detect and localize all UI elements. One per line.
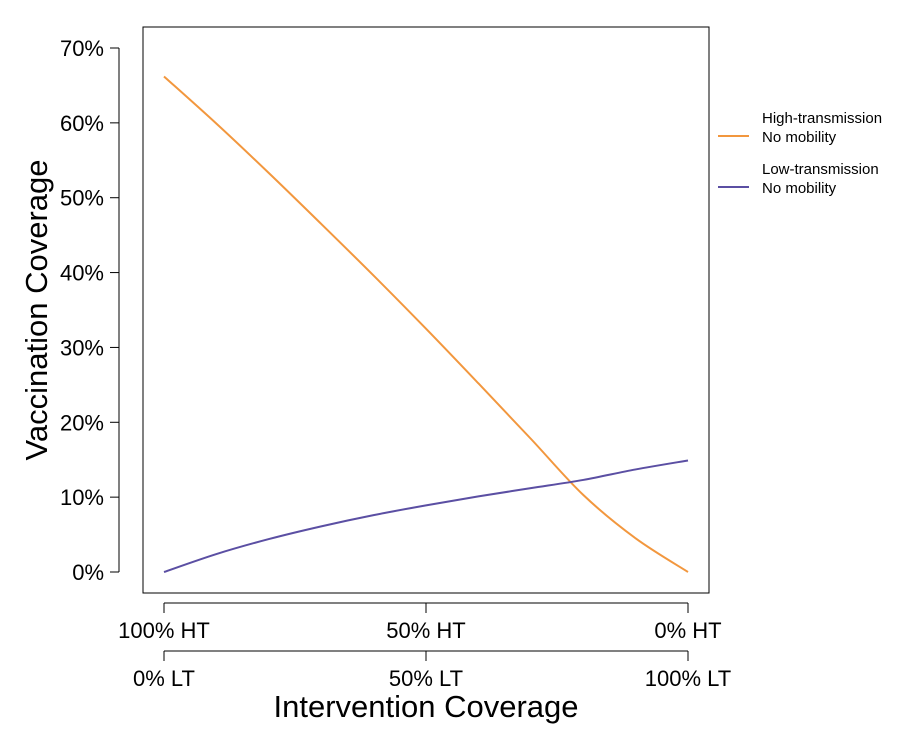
- x-axis-top-tick-label: 50% HT: [386, 618, 465, 643]
- legend-label-2-line2: No mobility: [762, 180, 837, 197]
- y-axis-title: Vaccination Coverage: [19, 160, 54, 461]
- x-axis-top: 100% HT 50% HT 0% HT: [118, 602, 722, 643]
- series-line-2: [163, 459, 689, 573]
- x-axis-title: Intervention Coverage: [273, 689, 578, 724]
- x-axis-bottom-tick-label: 0% LT: [133, 666, 195, 691]
- y-tick-label: 20%: [60, 410, 104, 435]
- x-axis-bottom: 0% LT 50% LT 100% LT: [133, 650, 731, 691]
- y-tick-label: 0%: [72, 560, 104, 585]
- legend-label-1-line2: No mobility: [762, 129, 837, 146]
- legend-label-1-line1: High-transmission: [762, 110, 882, 127]
- x-axis-bottom-tick-label: 50% LT: [389, 666, 463, 691]
- series-group: [163, 75, 689, 573]
- y-tick-label: 50%: [60, 186, 104, 211]
- x-axis-top-tick-label: 100% HT: [118, 618, 210, 643]
- y-tick-label: 10%: [60, 485, 104, 510]
- legend-label-2-line1: Low-transmission: [762, 161, 879, 178]
- y-axis: 0% 10% 20% 30% 40% 50% 60% 70%: [60, 36, 120, 585]
- y-tick-label: 30%: [60, 335, 104, 360]
- x-axis-bottom-tick-label: 100% LT: [645, 666, 731, 691]
- x-axis-top-tick-label: 0% HT: [654, 618, 721, 643]
- legend: High-transmission No mobility Low-transmis…: [718, 110, 882, 197]
- series-line-1: [163, 75, 689, 573]
- y-tick-label: 40%: [60, 261, 104, 286]
- y-tick-label: 60%: [60, 111, 104, 136]
- plot-frame: [142, 26, 710, 594]
- y-tick-label: 70%: [60, 36, 104, 61]
